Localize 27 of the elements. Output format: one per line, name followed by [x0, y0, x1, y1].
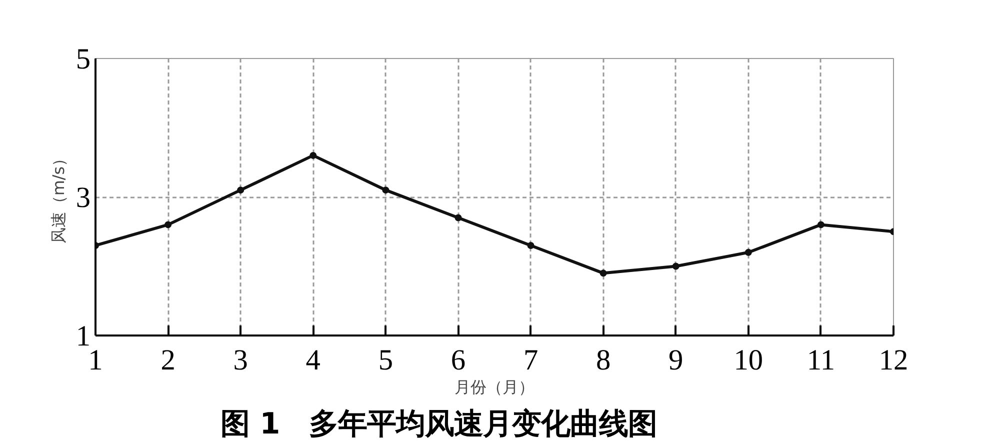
point	[672, 262, 680, 270]
point	[817, 221, 824, 228]
point	[600, 270, 607, 277]
y-axis-title: 风速（m/s）	[48, 150, 68, 244]
x-tick-label: 2	[160, 344, 176, 376]
x-tick-label: 11	[806, 344, 836, 376]
x-tick-label: 12	[878, 344, 908, 376]
point	[382, 186, 390, 194]
x-tick-label: 5	[378, 344, 394, 376]
x-tick-label: 8	[596, 344, 611, 376]
x-tick-label: 4	[306, 344, 321, 376]
x-tick-label: 6	[450, 344, 466, 376]
x-tick-label: 9	[668, 344, 684, 376]
x-tick-label: 3	[233, 344, 248, 376]
point	[527, 242, 534, 249]
x-tick-label: 10	[734, 344, 764, 376]
point	[164, 221, 172, 228]
y-tick-label: 3	[76, 182, 91, 214]
point	[744, 248, 752, 256]
point	[237, 186, 244, 194]
x-axis-title: 月份（月）	[454, 378, 534, 396]
point	[454, 214, 462, 222]
point	[310, 152, 317, 159]
y-tick-label: 1	[76, 320, 91, 352]
x-tick-label: 7	[523, 344, 538, 376]
y-tick-label: 5	[76, 44, 91, 76]
text: 图 1 多年平均风速月变化曲线图	[220, 406, 658, 440]
